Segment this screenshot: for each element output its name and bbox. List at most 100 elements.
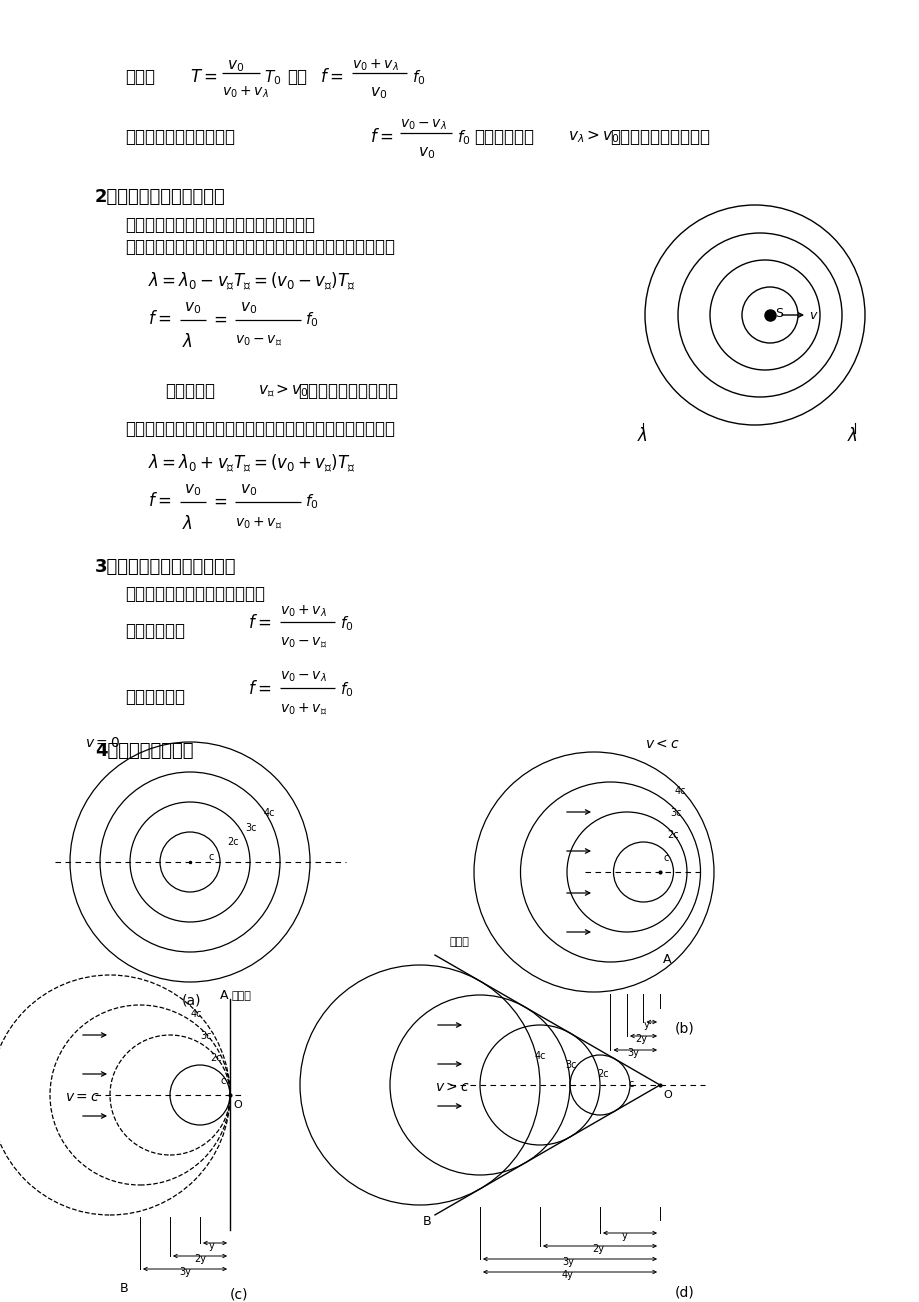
Text: 2y: 2y: [591, 1243, 604, 1254]
Text: 2c: 2c: [210, 1053, 221, 1064]
Text: $f_0$: $f_0$: [412, 68, 425, 87]
Text: 4c: 4c: [534, 1051, 545, 1061]
Text: ，即: ，即: [287, 68, 307, 86]
Text: 2y: 2y: [194, 1254, 206, 1264]
Text: A: A: [220, 990, 228, 1003]
Text: (d): (d): [675, 1285, 694, 1299]
Text: 马赫锥: 马赫锥: [449, 937, 470, 947]
Text: 。（思考：若: 。（思考：若: [473, 128, 533, 146]
Text: 3、波源运动，观测者也运动: 3、波源运动，观测者也运动: [95, 559, 236, 575]
Text: $v_0+v_{源}$: $v_0+v_{源}$: [279, 700, 327, 716]
Text: $f_0$: $f_0$: [457, 128, 470, 147]
Text: 如右图，若人在波源的左侧，即波源远离人，则等效波长变长: 如右图，若人在波源的左侧，即波源远离人，则等效波长变长: [125, 421, 394, 437]
Text: 两者背向运动: 两者背向运动: [125, 687, 185, 706]
Text: (b): (b): [675, 1022, 694, 1036]
Text: $v_0+v_{源}$: $v_0+v_{源}$: [234, 516, 282, 531]
Text: 3c: 3c: [245, 823, 256, 833]
Text: $=$: $=$: [210, 492, 227, 510]
Text: $\lambda$: $\lambda$: [846, 427, 857, 445]
Text: 因此，: 因此，: [125, 68, 154, 86]
Text: $v_0$: $v_0$: [227, 59, 244, 74]
Text: $f=$: $f=$: [369, 128, 392, 146]
Text: $v_0+v_\lambda$: $v_0+v_\lambda$: [279, 604, 326, 620]
Text: 2、观测者不动，波源运动: 2、观测者不动，波源运动: [95, 187, 225, 206]
Text: 两者相向运动: 两者相向运动: [125, 622, 185, 641]
Text: S: S: [774, 307, 782, 320]
Text: 4、超音速与马赫锥: 4、超音速与马赫锥: [95, 742, 193, 760]
Text: 3y: 3y: [562, 1256, 573, 1267]
Text: $T=$: $T=$: [190, 68, 217, 86]
Text: $v_0$: $v_0$: [417, 145, 435, 160]
Text: $f=$: $f=$: [248, 615, 271, 631]
Text: 2y: 2y: [635, 1034, 647, 1044]
Text: (c): (c): [230, 1286, 248, 1301]
Text: $v>c$: $v>c$: [435, 1079, 470, 1094]
Text: 2c: 2c: [596, 1069, 608, 1079]
Text: 4c: 4c: [674, 786, 685, 796]
Text: (a): (a): [182, 993, 201, 1008]
Text: A: A: [663, 953, 671, 966]
Text: O: O: [663, 1090, 671, 1100]
Text: 已经传播出去的波，不会受波源运动的影响: 已经传播出去的波，不会受波源运动的影响: [125, 216, 314, 234]
Text: $v_0-v_{源}$: $v_0-v_{源}$: [234, 333, 282, 348]
Text: $\lambda = \lambda_0 - v_{源}T_{源} = (v_0 - v_{源})T_{源}$: $\lambda = \lambda_0 - v_{源}T_{源} = (v_0…: [148, 270, 356, 292]
Text: $v<c$: $v<c$: [644, 737, 679, 751]
Text: B: B: [423, 1215, 431, 1228]
Text: 3y: 3y: [627, 1048, 639, 1059]
Text: 3c: 3c: [565, 1060, 576, 1070]
Text: 马赫锥: 马赫锥: [232, 991, 252, 1001]
Text: 4y: 4y: [562, 1269, 573, 1280]
Text: 4c: 4c: [190, 1009, 201, 1019]
Text: c: c: [663, 853, 668, 863]
Text: $v_\lambda>v_0$: $v_\lambda>v_0$: [567, 128, 619, 145]
Text: $\lambda$: $\lambda$: [182, 516, 193, 533]
Text: c: c: [220, 1075, 225, 1086]
Text: 3c: 3c: [670, 809, 682, 818]
Text: O: O: [233, 1100, 242, 1111]
Text: $T_0$: $T_0$: [264, 68, 281, 87]
Text: 2c: 2c: [227, 837, 238, 848]
Text: 3y: 3y: [179, 1267, 190, 1277]
Text: 3c: 3c: [200, 1031, 211, 1042]
Text: ，会出现什么情况？）: ，会出现什么情况？）: [609, 128, 709, 146]
Text: c: c: [628, 1079, 633, 1088]
Text: $v_0$: $v_0$: [184, 482, 201, 497]
Text: $v_0$: $v_0$: [240, 482, 257, 497]
Text: $v=0$: $v=0$: [85, 736, 119, 750]
Text: c: c: [209, 852, 213, 862]
Text: $v_0+v_\lambda$: $v_0+v_\lambda$: [352, 59, 398, 73]
Text: $f_0$: $f_0$: [305, 492, 318, 510]
Text: $f=$: $f=$: [248, 680, 271, 698]
Text: $\lambda = \lambda_0 + v_{源}T_{源} = (v_0 + v_{源})T_{源}$: $\lambda = \lambda_0 + v_{源}T_{源} = (v_0…: [148, 452, 356, 474]
Text: 可以看成前两种运动效果的叠加: 可以看成前两种运动效果的叠加: [125, 585, 265, 603]
Text: $v_0-v_\lambda$: $v_0-v_\lambda$: [279, 671, 326, 685]
Text: $f_0$: $f_0$: [340, 680, 353, 699]
Text: $\lambda$: $\lambda$: [636, 427, 647, 445]
Text: 2c: 2c: [666, 831, 678, 840]
Text: y: y: [643, 1019, 649, 1030]
Text: $v_0$: $v_0$: [369, 85, 387, 100]
Text: y: y: [621, 1230, 627, 1241]
Text: $v_0$: $v_0$: [184, 299, 201, 315]
Text: $f_0$: $f_0$: [340, 615, 353, 633]
Text: $v_0+v_\lambda$: $v_0+v_\lambda$: [221, 85, 268, 100]
Text: 如右图，若人在波源的右侧，即波源靠近人，则等效波长缩短: 如右图，若人在波源的右侧，即波源靠近人，则等效波长缩短: [125, 238, 394, 256]
Text: $f=$: $f=$: [320, 68, 343, 86]
Text: y: y: [209, 1241, 214, 1251]
Text: ，会出现什么情况？）: ，会出现什么情况？）: [298, 381, 398, 400]
Text: $v$: $v$: [808, 309, 818, 322]
Text: $\lambda$: $\lambda$: [182, 333, 193, 352]
Text: $f=$: $f=$: [148, 310, 171, 328]
Text: $=$: $=$: [210, 310, 227, 328]
Text: $v_{源}>v_0$: $v_{源}>v_0$: [257, 381, 309, 398]
Text: $f=$: $f=$: [148, 492, 171, 510]
Text: 类似的，若人远离波源，: 类似的，若人远离波源，: [125, 128, 234, 146]
Text: 4c: 4c: [264, 809, 275, 819]
Text: B: B: [119, 1282, 129, 1295]
Text: $v=c$: $v=c$: [65, 1090, 99, 1104]
Text: $v_0$: $v_0$: [240, 299, 257, 315]
Text: $f_0$: $f_0$: [305, 310, 318, 328]
Text: $v_0-v_{源}$: $v_0-v_{源}$: [279, 635, 327, 650]
Text: $v_0-v_\lambda$: $v_0-v_\lambda$: [400, 118, 447, 133]
Text: （思考：若: （思考：若: [165, 381, 215, 400]
